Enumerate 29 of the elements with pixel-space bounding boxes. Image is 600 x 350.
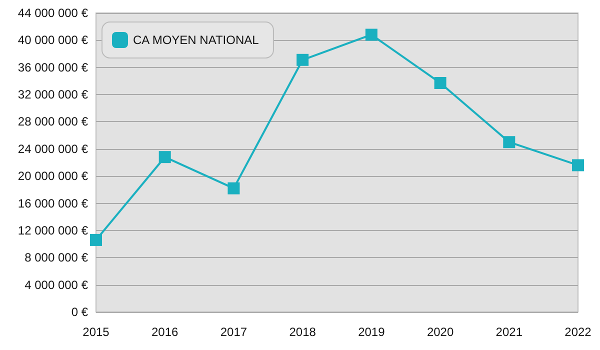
y-tick-label: 28 000 000 € [18,114,88,129]
point [90,234,102,246]
x-tick-label: 2018 [289,325,316,339]
point [572,159,584,172]
x-tick-label: 2020 [426,325,454,339]
y-tick-label: 12 000 000 € [18,223,88,238]
point [434,76,446,89]
y-tick-label: 8 000 000 € [24,250,88,265]
y-tick-label: 20 000 000 € [18,169,88,184]
legend-label: CA MOYEN NATIONAL [133,33,260,47]
y-tick-label: 16 000 000 € [18,196,88,210]
point [296,54,309,66]
point [228,182,240,194]
y-tick-label: 36 000 000 € [18,60,88,74]
y-tick-label: 4 000 000 € [24,278,88,292]
point [365,28,378,41]
y-tick-label: 0 € [71,305,88,319]
y-tick-label: 24 000 000 € [18,142,88,156]
x-tick-label: 2019 [358,325,386,339]
point [158,151,171,164]
x-tick-label: 2015 [82,325,110,339]
x-tick-label: 2016 [152,325,179,339]
y-tick-label: 32 000 000 € [18,88,88,102]
x-tick-label: 2021 [496,325,523,339]
x-tick-label: 2022 [564,325,592,339]
point [503,136,516,148]
x-tick-label: 2017 [220,325,248,339]
y-tick-label: 40 000 000 € [18,33,88,48]
y-tick-label: 44 000 000 € [18,6,88,20]
